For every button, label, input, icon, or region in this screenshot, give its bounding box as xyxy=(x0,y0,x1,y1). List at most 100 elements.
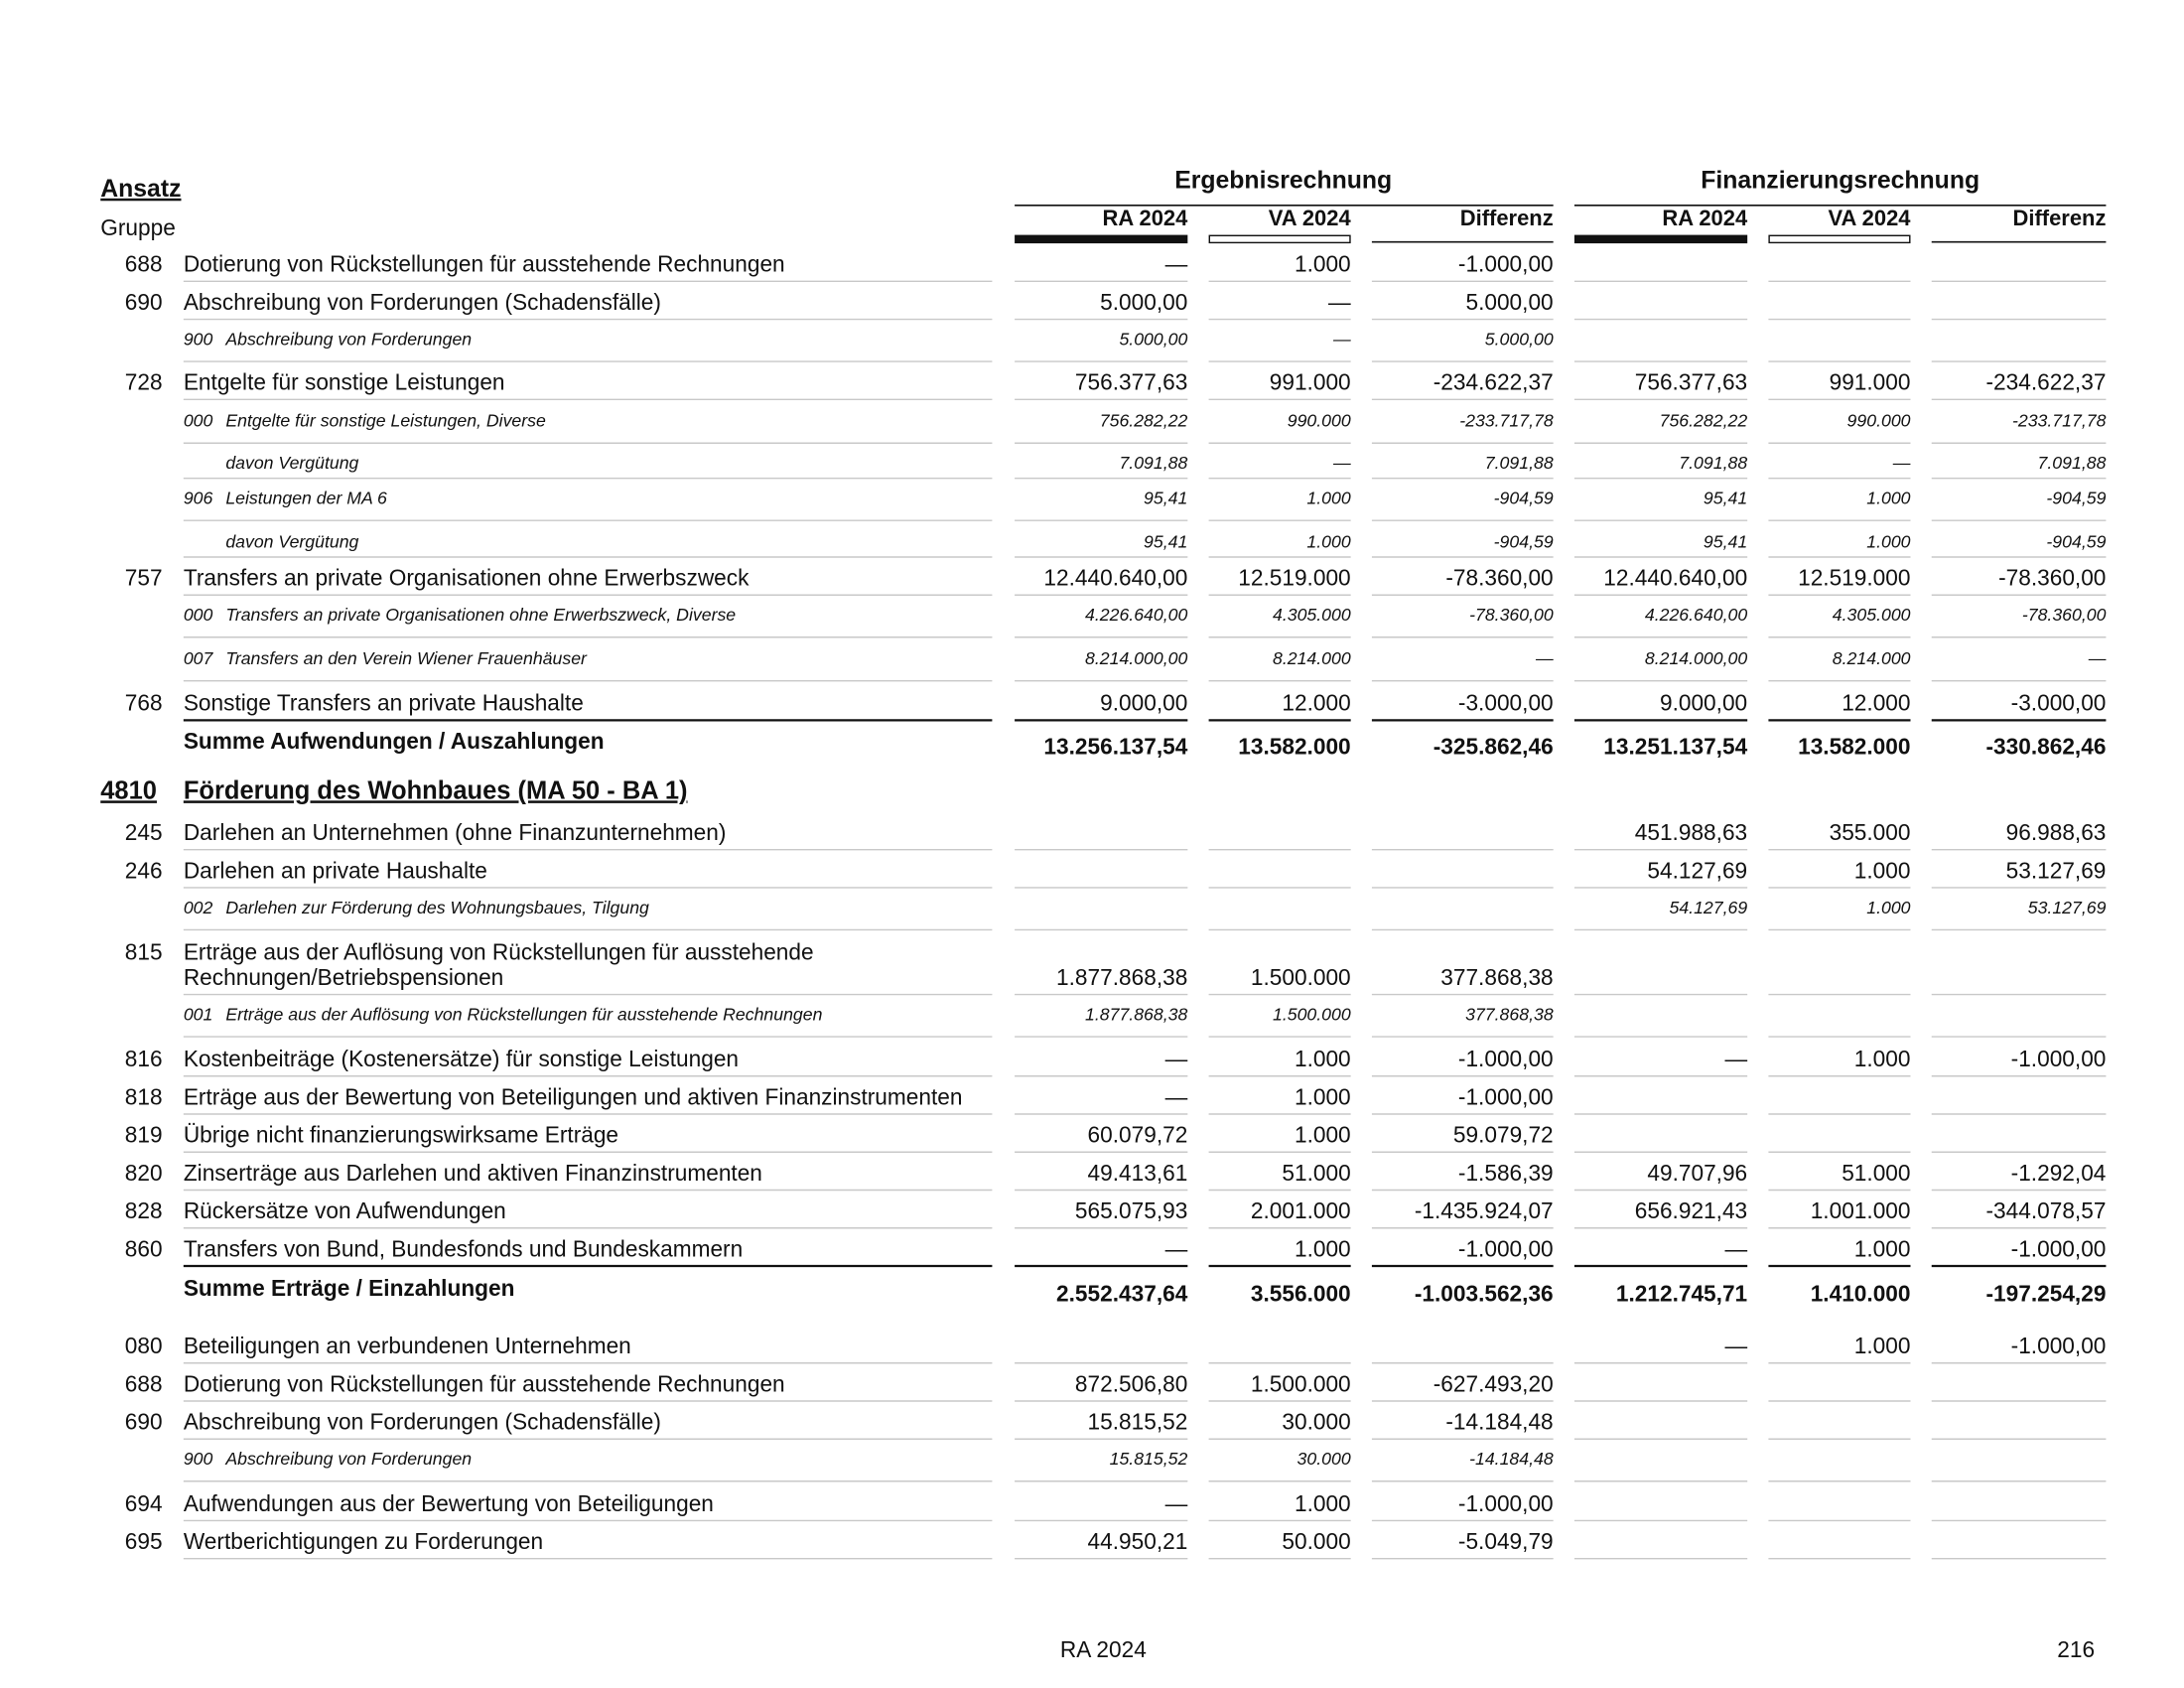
cell-value: -1.292,04 xyxy=(2011,1160,2107,1186)
cell-value: 3.556.000 xyxy=(1251,1281,1351,1307)
cell-value: 15.815,52 xyxy=(1110,1449,1188,1469)
cell-value: -1.000,00 xyxy=(1458,1490,1554,1516)
davon-label: davon Vergütung xyxy=(225,532,358,552)
cell-value: 59.079,72 xyxy=(1453,1122,1554,1148)
cell-value: 1.410.000 xyxy=(1811,1281,1911,1307)
cell-value: — xyxy=(1725,1333,1748,1358)
sub-code: 000 xyxy=(184,411,213,431)
cell-value: 756.377,63 xyxy=(1075,369,1187,395)
cell-value: 1.877.868,38 xyxy=(1056,964,1187,990)
column-marker xyxy=(1573,234,1748,244)
row-code: 815 xyxy=(125,938,163,964)
cell-value: 756.282,22 xyxy=(1660,411,1748,431)
cell-value: 8.214.000,00 xyxy=(1645,648,1747,668)
column-header: Differenz xyxy=(2013,206,2107,230)
cell-value: 5.000,00 xyxy=(1485,330,1554,350)
cell-value: 30.000 xyxy=(1282,1409,1350,1435)
cell-value: -197.254,29 xyxy=(1985,1281,2106,1307)
group-title: Finanzierungsrechnung xyxy=(1701,167,1979,194)
cell-value: 1.000 xyxy=(1854,857,1911,883)
cell-value: 95,41 xyxy=(1144,532,1187,552)
cell-value: -1.000,00 xyxy=(1458,251,1554,277)
cell-value: 1.000 xyxy=(1295,1490,1351,1516)
cell-value: 44.950,21 xyxy=(1088,1528,1188,1554)
cell-value: 1.000 xyxy=(1306,489,1350,508)
cell-value: 1.000 xyxy=(1854,1046,1911,1071)
cell-value: 51.000 xyxy=(1842,1160,1910,1186)
row-code: 694 xyxy=(125,1490,163,1516)
row-label: Dotierung von Rückstellungen für aussteh… xyxy=(184,1370,785,1396)
sub-label: Leistungen der MA 6 xyxy=(225,489,387,508)
sub-label: Abschreibung von Forderungen xyxy=(224,330,472,350)
row-code: 816 xyxy=(125,1046,163,1071)
column-header: Differenz xyxy=(1460,206,1554,230)
row-label: Darlehen an private Haushalte xyxy=(184,857,487,883)
cell-value: 15.815,52 xyxy=(1088,1409,1188,1435)
row-label: Abschreibung von Forderungen (Schadensfä… xyxy=(184,289,661,315)
cell-value: 49.413,61 xyxy=(1088,1160,1188,1186)
cell-value: 95,41 xyxy=(1704,489,1747,508)
cell-value: 1.001.000 xyxy=(1811,1197,1911,1223)
cell-value: 565.075,93 xyxy=(1075,1197,1187,1223)
cell-value: 2.552.437,64 xyxy=(1056,1281,1188,1307)
cell-value: -233.717,78 xyxy=(2012,411,2107,431)
row-code: 245 xyxy=(125,819,163,845)
row-code: 820 xyxy=(125,1160,163,1186)
cell-value: 377.868,38 xyxy=(1440,964,1553,990)
cell-value: 4.226.640,00 xyxy=(1085,605,1187,625)
sub-code: 007 xyxy=(184,648,214,668)
cell-value: 7.091,88 xyxy=(2038,453,2107,473)
cell-value: 1.000 xyxy=(1295,1235,1351,1261)
cell-value: 1.000 xyxy=(1295,251,1351,277)
section-title: Förderung des Wohnbaues (MA 50 - BA 1) xyxy=(184,776,688,804)
column-header: RA 2024 xyxy=(1103,206,1189,230)
cell-value: — xyxy=(1328,289,1351,315)
cell-value: 1.500.000 xyxy=(1251,964,1351,990)
cell-value: 1.500.000 xyxy=(1251,1370,1351,1396)
cell-value: -78.360,00 xyxy=(2022,605,2107,625)
cell-value: 656.921,43 xyxy=(1635,1197,1747,1223)
sub-label: Entgelte für sonstige Leistungen, Divers… xyxy=(225,411,546,431)
cell-value: 1.000 xyxy=(1854,1333,1911,1358)
cell-value: 12.519.000 xyxy=(1798,565,1910,591)
row-label: Erträge aus der Bewertung von Beteiligun… xyxy=(184,1083,963,1109)
cell-value: — xyxy=(1165,1046,1188,1071)
cell-value: -3.000,00 xyxy=(2011,690,2107,716)
cell-value: 96.988,63 xyxy=(2006,819,2107,845)
row-label: Rückersätze von Aufwendungen xyxy=(184,1197,506,1223)
sub-code: 900 xyxy=(184,1449,213,1469)
cell-value: 1.000 xyxy=(1854,1235,1911,1261)
cell-value: 12.519.000 xyxy=(1238,565,1350,591)
sub-code: 001 xyxy=(184,1005,213,1025)
cell-value: -78.360,00 xyxy=(1469,605,1554,625)
row-label: Wertberichtigungen zu Forderungen xyxy=(184,1528,543,1554)
row-label: Darlehen an Unternehmen (ohne Finanzunte… xyxy=(184,819,727,845)
cell-value: 12.440.640,00 xyxy=(1043,565,1187,591)
cell-value: 54.127,69 xyxy=(1647,857,1747,883)
cell-value: 51.000 xyxy=(1282,1160,1350,1186)
cell-value: 1.000 xyxy=(1866,898,1910,917)
cell-value: — xyxy=(1165,251,1188,277)
cell-value: 13.582.000 xyxy=(1238,734,1350,760)
cell-value: 8.214.000 xyxy=(1833,648,1911,668)
row-label: Beteiligungen an verbundenen Unternehmen xyxy=(184,1333,631,1358)
row-code: 757 xyxy=(125,565,163,591)
cell-value: — xyxy=(1332,453,1351,473)
row-label: Abschreibung von Forderungen (Schadensfä… xyxy=(184,1409,661,1435)
cell-value: 53.127,69 xyxy=(2028,898,2107,917)
cell-value: -904,59 xyxy=(1494,489,1554,508)
cell-value: 95,41 xyxy=(1144,489,1187,508)
cell-value: 451.988,63 xyxy=(1635,819,1747,845)
cell-value: -904,59 xyxy=(2046,532,2106,552)
cell-value: — xyxy=(1892,453,1911,473)
cell-value: 13.582.000 xyxy=(1798,734,1910,760)
row-label: Zinserträge aus Darlehen und aktiven Fin… xyxy=(184,1160,762,1186)
row-code: 819 xyxy=(125,1122,163,1148)
cell-value: 5.000,00 xyxy=(1465,289,1553,315)
cell-value: 1.500.000 xyxy=(1273,1005,1351,1025)
row-code: 695 xyxy=(125,1528,163,1554)
cell-value: 7.091,88 xyxy=(1485,453,1554,473)
sub-code: 906 xyxy=(184,489,213,508)
cell-value: 2.001.000 xyxy=(1251,1197,1351,1223)
